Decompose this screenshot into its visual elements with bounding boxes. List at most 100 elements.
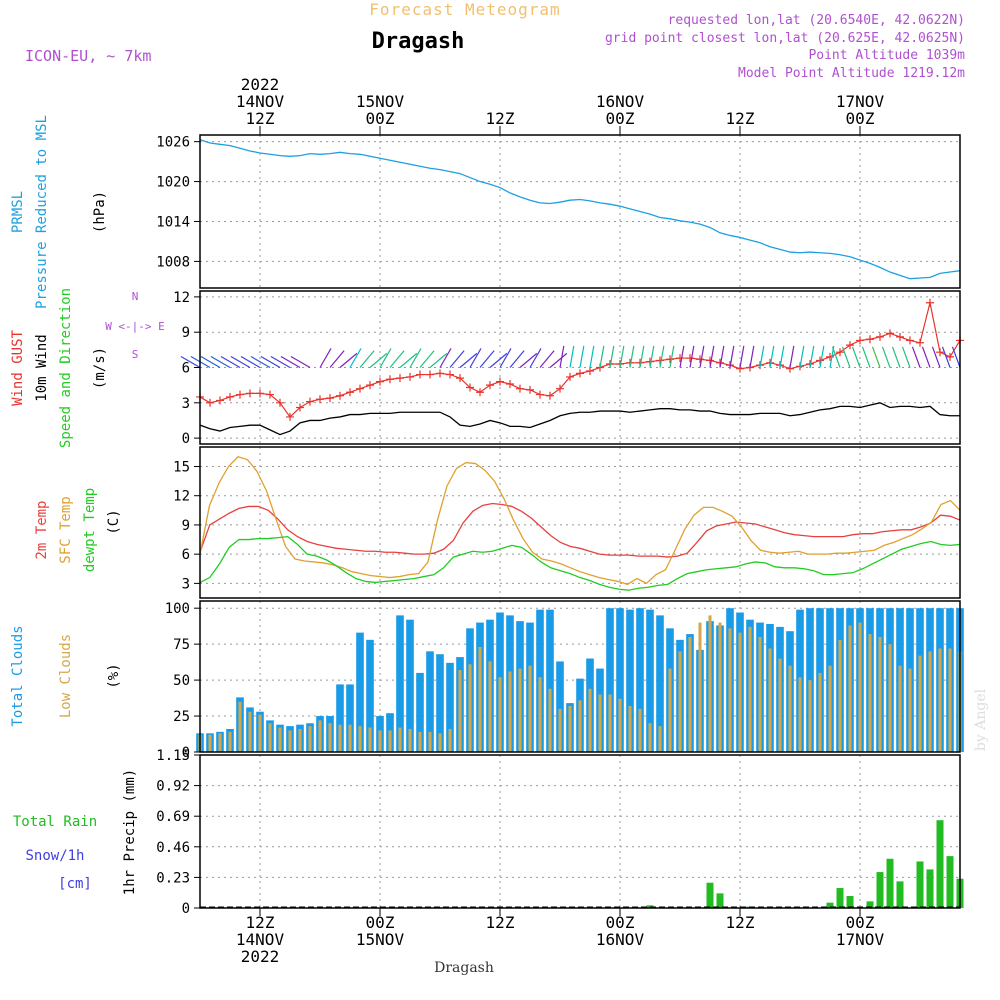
low-cloud-bar [808, 680, 812, 752]
gust-marker [516, 384, 524, 393]
wind-direction-arrow [479, 350, 495, 368]
wind-direction-arrow [699, 345, 705, 368]
total-cloud-bar [416, 672, 424, 752]
wind-direction-arrow [419, 350, 435, 368]
low-cloud-bar [548, 688, 552, 752]
total-cloud-bar [356, 632, 364, 752]
ytick-label: 0.46 [156, 840, 190, 856]
low-cloud-bar [848, 625, 852, 752]
panel-frame-clouds [199, 600, 961, 753]
wind-direction-arrow [619, 345, 625, 368]
low-cloud-bar [788, 665, 792, 752]
ytick-label: 1014 [156, 214, 190, 230]
low-cloud-bar [928, 651, 932, 752]
wind-direction-arrow [280, 355, 301, 369]
gust-marker [876, 332, 884, 341]
rain-bar [836, 888, 844, 908]
wind-direction-arrow [609, 345, 615, 368]
wind-direction-arrow [861, 346, 871, 368]
temp-dewpoint-line [199, 535, 961, 591]
ytick-label: 15 [173, 459, 190, 475]
rain-label: Total Rain [13, 814, 97, 830]
low-clouds-label: Low Clouds [58, 634, 74, 718]
low-cloud-bar [368, 727, 372, 752]
wind-direction-arrow [831, 346, 841, 368]
gust-marker [346, 388, 354, 397]
low-cloud-bar [468, 664, 472, 752]
gust-marker [306, 397, 314, 406]
ytick-label: 0 [182, 745, 190, 761]
low-cloud-bar [228, 731, 232, 752]
wind-direction-arrow [389, 350, 405, 368]
top-time-label: 12Z [726, 109, 755, 128]
gust-marker [396, 374, 404, 383]
low-cloud-bar [668, 668, 672, 752]
gust-marker [216, 396, 224, 405]
gust-marker [316, 395, 324, 404]
footer-location: Dragash [434, 960, 494, 976]
total-cloud-bar [646, 609, 654, 752]
bottom-time-label: 15NOV [356, 930, 405, 949]
gust-marker [676, 354, 684, 363]
bottom-time-label: 17NOV [836, 930, 885, 949]
low-cloud-bar [618, 698, 622, 752]
ytick-label: 3 [182, 576, 190, 592]
wind-direction-arrow [200, 355, 221, 369]
precip-unit: 1hr Precip (mm) [122, 769, 138, 895]
top-time-label: 17NOV [836, 92, 885, 111]
ytick-label: 0.69 [156, 809, 190, 825]
low-cloud-bar [418, 731, 422, 752]
temp-sfc-line [199, 456, 961, 586]
wind-direction-arrow [499, 348, 512, 368]
gust-marker [916, 338, 924, 347]
gust-marker [286, 412, 294, 421]
low-cloud-bar [748, 626, 752, 752]
wind-direction-arrow [529, 348, 542, 368]
low-cloud-bar [718, 622, 722, 752]
model-label: ICON-EU, ~ 7km [25, 47, 151, 65]
wind-direction-arrow [911, 346, 921, 368]
ytick-label: 1.15 [156, 748, 190, 764]
gust-marker [536, 390, 544, 399]
chart-title: Forecast Meteogram [369, 0, 560, 19]
low-cloud-bar [448, 728, 452, 752]
wind-direction-arrow [339, 352, 358, 368]
wind-direction-arrow [799, 345, 805, 368]
rain-bar [896, 881, 904, 908]
gust-marker [886, 329, 894, 338]
total-cloud-bar [626, 609, 634, 752]
wind-direction-arrow [379, 348, 392, 368]
rain-bar [886, 858, 894, 908]
wind-direction-arrow [409, 348, 422, 368]
low-cloud-bar [278, 727, 282, 752]
temp-2m-line [199, 502, 961, 558]
wind-direction-arrow [629, 345, 635, 368]
grid-layer [200, 135, 960, 909]
wind-direction-arrow [359, 350, 375, 368]
top-time-label: 15NOV [356, 92, 405, 111]
gust-marker [826, 352, 834, 361]
wind-direction-arrow [250, 355, 271, 369]
gust-marker [406, 372, 414, 381]
gust-marker [486, 381, 494, 390]
gust-marker [546, 391, 554, 400]
compass-west-east: W <-|-> E [105, 320, 165, 333]
wind-direction-arrow [689, 345, 695, 368]
ytick-label: 50 [173, 673, 190, 689]
top-time-label: 00Z [606, 109, 635, 128]
total-cloud-bar [446, 662, 454, 752]
wind-direction-label: Speed and Direction [58, 288, 74, 448]
total-cloud-bar [406, 619, 414, 752]
low-cloud-bar [538, 677, 542, 752]
gust-marker [426, 370, 434, 379]
model-altitude: Model Point Altitude 1219.12m [738, 66, 965, 81]
rain-bar [826, 902, 834, 908]
low-cloud-bar [488, 661, 492, 752]
ytick-label: 1026 [156, 135, 190, 151]
wind-direction-arrow [539, 350, 555, 368]
ytick-label: 1008 [156, 254, 190, 270]
gust-marker [836, 348, 844, 357]
wind-direction-arrow [639, 345, 645, 368]
rain-bar [866, 901, 874, 908]
low-cloud-bar [938, 648, 942, 752]
